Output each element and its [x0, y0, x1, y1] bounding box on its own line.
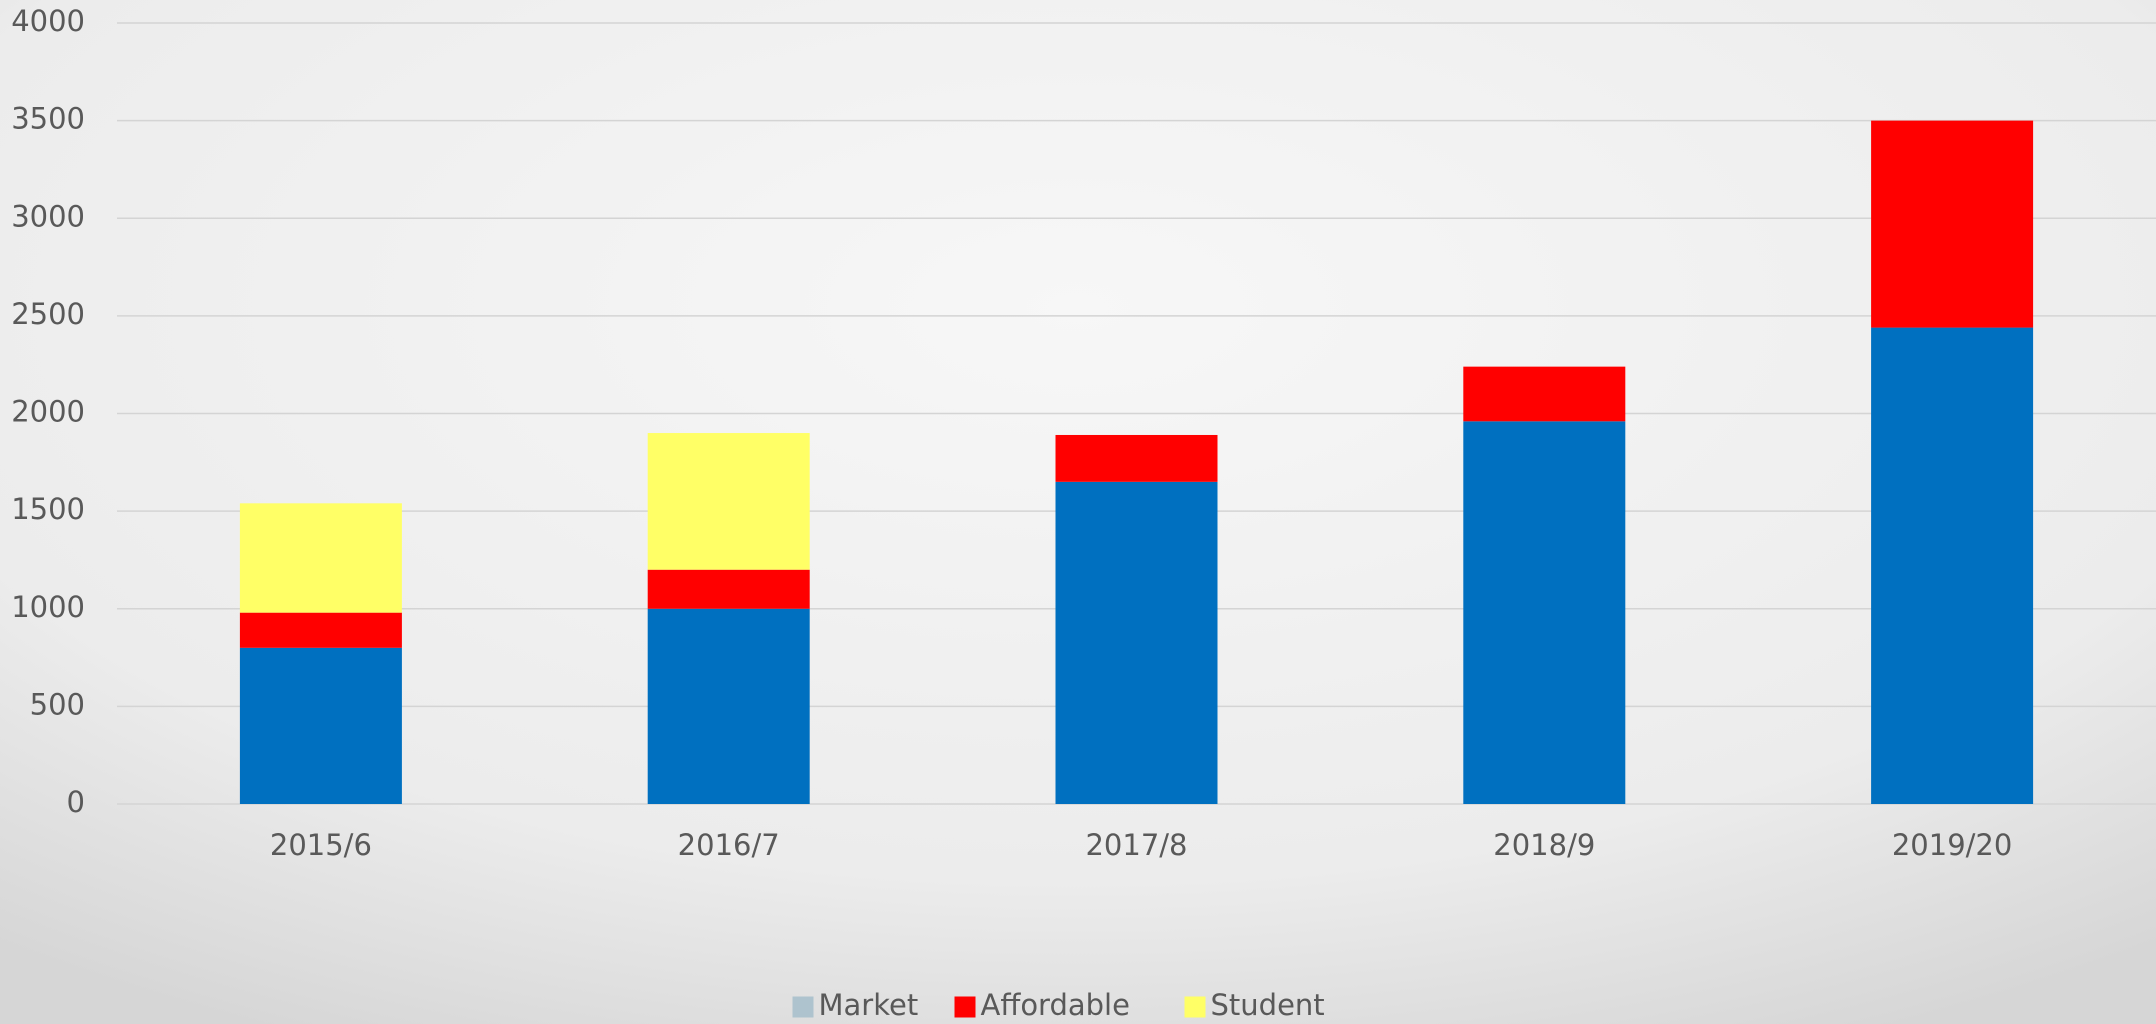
bar-segment: [239, 647, 402, 804]
bar-segment: [239, 612, 402, 648]
legend-swatch: [1184, 996, 1206, 1018]
bar-segment: [239, 503, 402, 613]
legend-label: Affordable: [981, 988, 1130, 1022]
x-tick-label: 2016/7: [678, 828, 780, 862]
bar-segment: [1463, 421, 1626, 804]
bar-segment: [1055, 481, 1218, 804]
legend-label: Student: [1211, 988, 1325, 1022]
bar-segment: [1463, 366, 1626, 422]
x-tick-label: 2019/20: [1892, 828, 2012, 862]
x-tick-label: 2015/6: [270, 828, 372, 862]
x-tick-label: 2018/9: [1493, 828, 1595, 862]
bar-segment: [1871, 120, 2034, 328]
bar-segment: [647, 569, 810, 609]
y-tick-label: 2500: [11, 297, 85, 331]
bar-segment: [1055, 434, 1218, 482]
y-tick-label: 2000: [11, 395, 85, 429]
y-tick-label: 3500: [11, 102, 85, 136]
y-tick-label: 500: [30, 687, 85, 721]
y-tick-label: 3000: [11, 199, 85, 233]
bar-segment: [1871, 327, 2034, 804]
x-tick-label: 2017/8: [1085, 828, 1187, 862]
y-tick-label: 4000: [11, 4, 85, 38]
legend-label: Market: [819, 988, 919, 1022]
legend-swatch: [954, 996, 976, 1018]
bar-segment: [647, 608, 810, 804]
y-tick-label: 1000: [11, 590, 85, 624]
legend-swatch: [792, 996, 814, 1018]
y-tick-label: 1500: [11, 492, 85, 526]
y-tick-label: 0: [67, 785, 85, 819]
bar-segment: [647, 433, 810, 570]
